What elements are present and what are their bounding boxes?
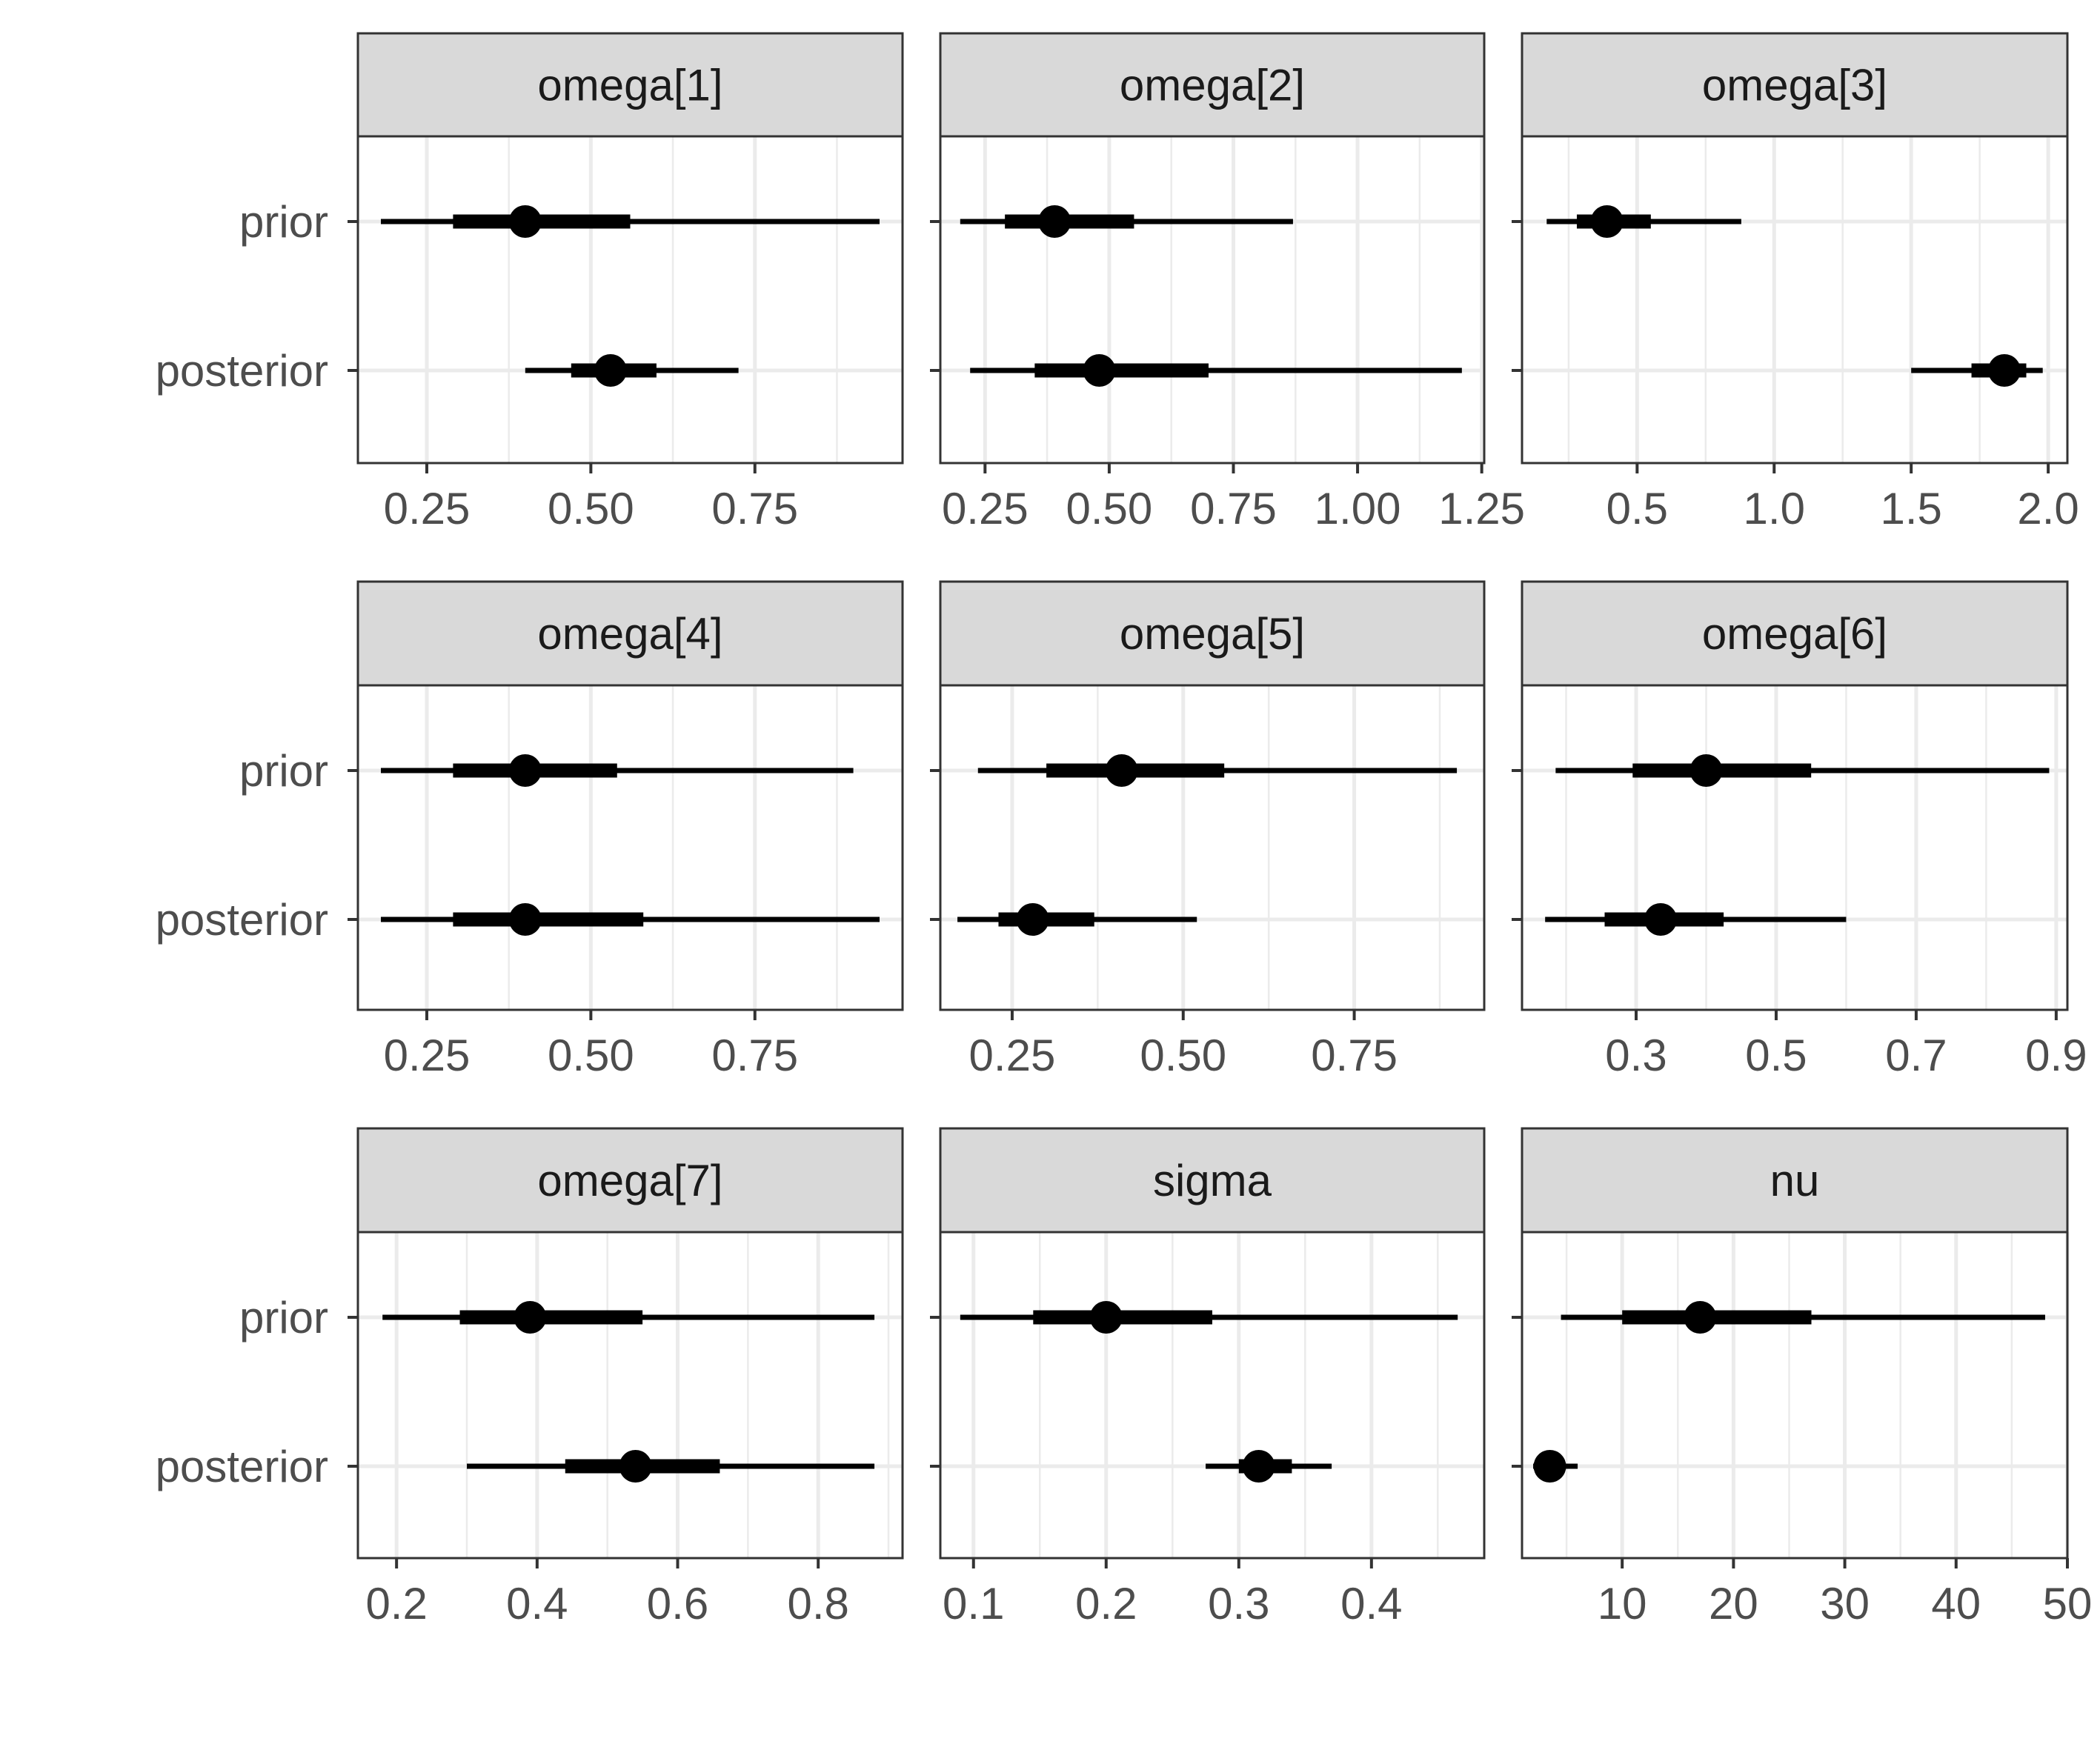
strip-background bbox=[356, 1127, 904, 1234]
point-estimate-posterior bbox=[1644, 903, 1678, 936]
strip-title: omega[7] bbox=[537, 1156, 722, 1205]
y-tick-label: posterior bbox=[156, 1442, 328, 1491]
panel-background bbox=[940, 685, 1484, 1010]
panel-1: omega[2] 0.25 0.50 0.75 1.00 1.25 bbox=[930, 32, 1525, 533]
x-tick-label: 0.75 bbox=[1311, 1031, 1398, 1080]
strip-title: omega[5] bbox=[1120, 609, 1305, 659]
panel-background bbox=[1522, 685, 2067, 1010]
point-estimate-posterior bbox=[1016, 903, 1049, 936]
point-estimate-posterior bbox=[594, 354, 627, 387]
x-tick-label: 0.50 bbox=[1140, 1031, 1226, 1080]
panel-background bbox=[358, 136, 903, 463]
point-estimate-prior bbox=[508, 205, 542, 238]
y-tick-label: prior bbox=[239, 746, 328, 796]
x-tick-label: 0.6 bbox=[647, 1579, 708, 1628]
strip-title: nu bbox=[1770, 1156, 1820, 1205]
x-tick-label: 0.4 bbox=[1340, 1579, 1402, 1628]
x-tick-label: 10 bbox=[1598, 1579, 1647, 1628]
point-estimate-prior bbox=[1590, 205, 1624, 238]
panel-5: omega[6] 0.3 0.5 0.7 0.9 bbox=[1512, 580, 2087, 1080]
panel-0: omega[1] 0.25 0.50 0.75 prior posterior bbox=[156, 32, 904, 533]
x-tick-label: 0.7 bbox=[1885, 1031, 1947, 1080]
panel-2: omega[3] 0.5 1.0 1.5 2.0 bbox=[1512, 32, 2079, 533]
x-tick-label: 0.5 bbox=[1606, 484, 1668, 533]
strip-title: sigma bbox=[1153, 1156, 1272, 1205]
strip-background bbox=[939, 580, 1486, 687]
point-estimate-prior bbox=[1089, 1301, 1123, 1334]
strip-title: omega[2] bbox=[1120, 61, 1305, 110]
panel-8: nu 10 20 30 40 50 bbox=[1512, 1127, 2093, 1628]
y-tick-label: prior bbox=[239, 1293, 328, 1343]
x-tick-label: 30 bbox=[1820, 1579, 1870, 1628]
x-tick-label: 0.3 bbox=[1208, 1579, 1269, 1628]
x-tick-label: 0.4 bbox=[506, 1579, 568, 1628]
strip-title: omega[4] bbox=[537, 609, 722, 659]
panel-background bbox=[940, 136, 1484, 463]
point-estimate-posterior bbox=[1242, 1450, 1275, 1483]
x-tick-label: 0.8 bbox=[787, 1579, 848, 1628]
x-tick-label: 1.25 bbox=[1438, 484, 1525, 533]
panel-background bbox=[1522, 1232, 2067, 1558]
x-tick-label: 0.3 bbox=[1605, 1031, 1667, 1080]
x-tick-label: 0.75 bbox=[711, 1031, 798, 1080]
facet-panels: omega[1]0.25 0.50 0.75priorposterioromega[… bbox=[156, 32, 2093, 1628]
x-tick-label: 1.0 bbox=[1744, 484, 1805, 533]
strip-background bbox=[1521, 32, 2069, 138]
strip-title: omega[1] bbox=[537, 61, 722, 110]
strip-background bbox=[356, 580, 904, 687]
x-tick-label: 1.00 bbox=[1315, 484, 1401, 533]
panel-7: sigma 0.1 0.2 0.3 0.4 bbox=[930, 1127, 1486, 1628]
y-tick-label: prior bbox=[239, 197, 328, 247]
point-estimate-prior bbox=[1038, 205, 1071, 238]
x-tick-label: 50 bbox=[2043, 1579, 2093, 1628]
x-tick-label: 0.25 bbox=[384, 484, 471, 533]
strip-background bbox=[939, 32, 1486, 138]
panel-background bbox=[358, 685, 903, 1010]
x-tick-label: 0.5 bbox=[1745, 1031, 1807, 1080]
point-estimate-prior bbox=[514, 1301, 547, 1334]
point-estimate-posterior bbox=[1533, 1450, 1566, 1483]
strip-background bbox=[356, 32, 904, 138]
panel-6: omega[7] 0.2 0.4 0.6 0.8 prior posterior bbox=[156, 1127, 904, 1628]
point-estimate-prior bbox=[1105, 754, 1138, 787]
point-estimate-posterior bbox=[1083, 354, 1116, 387]
strip-title: omega[3] bbox=[1702, 61, 1887, 110]
x-tick-label: 0.50 bbox=[1066, 484, 1153, 533]
x-tick-label: 0.25 bbox=[969, 1031, 1056, 1080]
x-tick-label: 20 bbox=[1709, 1579, 1758, 1628]
point-estimate-prior bbox=[508, 754, 542, 787]
point-estimate-prior bbox=[1689, 754, 1723, 787]
x-tick-label: 1.5 bbox=[1880, 484, 1941, 533]
panel-background bbox=[1522, 136, 2067, 463]
x-tick-label: 40 bbox=[1931, 1579, 1981, 1628]
strip-background bbox=[1521, 1127, 2069, 1234]
x-tick-label: 0.1 bbox=[943, 1579, 1004, 1628]
strip-title: omega[6] bbox=[1702, 609, 1887, 659]
point-estimate-posterior bbox=[1987, 354, 2021, 387]
x-tick-label: 0.75 bbox=[711, 484, 798, 533]
x-tick-label: 0.50 bbox=[548, 1031, 634, 1080]
panel-3: omega[4] 0.25 0.50 0.75 prior posterior bbox=[156, 580, 904, 1080]
point-estimate-prior bbox=[1684, 1301, 1717, 1334]
y-tick-label: posterior bbox=[156, 895, 328, 945]
x-tick-label: 0.2 bbox=[1075, 1579, 1137, 1628]
y-tick-label: posterior bbox=[156, 346, 328, 396]
strip-background bbox=[939, 1127, 1486, 1234]
x-tick-label: 0.25 bbox=[942, 484, 1029, 533]
point-estimate-posterior bbox=[508, 903, 542, 936]
strip-background bbox=[1521, 580, 2069, 687]
panel-4: omega[5] 0.25 0.50 0.75 bbox=[930, 580, 1486, 1080]
x-tick-label: 0.75 bbox=[1190, 484, 1277, 533]
x-tick-label: 0.25 bbox=[384, 1031, 471, 1080]
panel-background bbox=[358, 1232, 903, 1558]
point-estimate-posterior bbox=[619, 1450, 652, 1483]
x-tick-label: 0.2 bbox=[365, 1579, 427, 1628]
x-tick-label: 0.50 bbox=[548, 484, 634, 533]
x-tick-label: 2.0 bbox=[2017, 484, 2079, 533]
panel-background bbox=[940, 1232, 1484, 1558]
x-tick-label: 0.9 bbox=[2025, 1031, 2087, 1080]
